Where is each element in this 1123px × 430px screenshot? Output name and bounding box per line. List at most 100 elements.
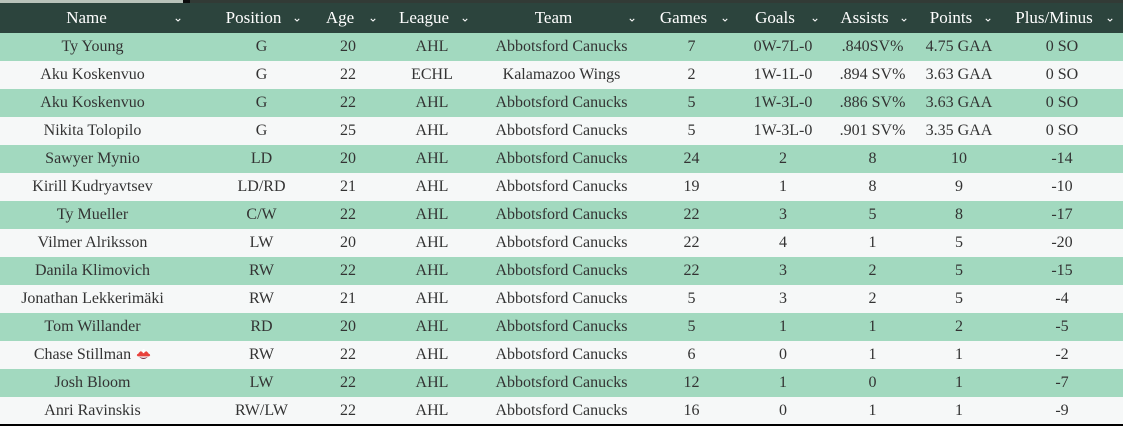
cell-text: AHL [415, 234, 449, 251]
chevron-down-icon[interactable]: ⌄ [898, 10, 909, 25]
column-header-league[interactable]: League ⌄ [386, 3, 478, 33]
cell-age: 25 [310, 117, 386, 145]
cell-text: C/W [246, 206, 277, 223]
cell-text: AHL [415, 122, 449, 139]
cell-team: Abbotsford Canucks [478, 285, 645, 313]
chevron-down-icon[interactable]: ⌄ [367, 10, 378, 25]
cell-plus-minus: -5 [1001, 313, 1123, 341]
cell-text: LD/RD [237, 178, 286, 195]
table-row: Josh Bloom LW 22 AHL Abbotsford Canucks 12 1 0 1… [0, 369, 1123, 397]
cell-text: -4 [1055, 290, 1069, 307]
cell-name: Tom Willander [0, 313, 213, 341]
cell-text: Tom Willander [44, 318, 141, 335]
table-row: Sawyer Mynio LD 20 AHL Abbotsford Canucks 24 2… [0, 145, 1123, 173]
column-header-assists[interactable]: Assists ⌄ [828, 3, 917, 33]
chevron-down-icon[interactable]: ⌄ [459, 10, 470, 25]
cell-points: 3.63 GAA [917, 61, 1001, 89]
cell-league: AHL [386, 285, 478, 313]
cell-team: Abbotsford Canucks [478, 397, 645, 426]
chevron-down-icon[interactable]: ⌄ [626, 10, 637, 25]
cell-points: 1 [917, 397, 1001, 426]
cell-team: Abbotsford Canucks [478, 341, 645, 369]
cell-text: LW [249, 234, 274, 251]
cell-goals: 1W-3L-0 [738, 117, 828, 145]
cell-text: RW/LW [234, 401, 289, 419]
column-header-position[interactable]: Position ⌄ [213, 3, 310, 33]
cell-position: LW [213, 229, 310, 257]
chevron-down-icon[interactable]: ⌄ [291, 10, 302, 25]
cell-text: Nikita Tolopilo [43, 122, 142, 139]
cell-age: 20 [310, 313, 386, 341]
column-header-label: Assists [840, 8, 889, 27]
column-header-team[interactable]: Team ⌄ [478, 3, 645, 33]
cell-age: 22 [310, 89, 386, 117]
column-header-plus-minus[interactable]: Plus/Minus ⌄ [1001, 3, 1123, 33]
cell-text: 0W-7L-0 [753, 38, 813, 55]
cell-text: 0 SO [1045, 66, 1079, 83]
cell-assists: 8 [828, 145, 917, 173]
cell-assists: 2 [828, 285, 917, 313]
cell-text: 0 SO [1045, 94, 1079, 111]
cell-goals: 4 [738, 229, 828, 257]
cell-plus-minus: 0 SO [1001, 61, 1123, 89]
table-row: Anri Ravinskis RW/LW 22 AHL Abbotsford Canuc… [0, 397, 1123, 426]
cell-games: 7 [645, 33, 738, 61]
cell-name: Chase Stillman [0, 341, 213, 369]
cell-text: G [255, 38, 268, 55]
cell-text: 3.35 GAA [925, 122, 993, 139]
cell-text: 1 [955, 374, 963, 391]
cell-goals: 1 [738, 313, 828, 341]
cell-text: 0 SO [1045, 38, 1079, 55]
column-header-label: Name [66, 8, 107, 27]
cell-text: Abbotsford Canucks [495, 290, 628, 307]
cell-text: AHL [415, 94, 449, 111]
cell-age: 22 [310, 341, 386, 369]
chevron-down-icon[interactable]: ⌄ [1104, 10, 1115, 25]
cell-age: 22 [310, 397, 386, 426]
cell-text: RD [250, 318, 273, 335]
cell-text: RW [249, 346, 274, 363]
cell-text: Abbotsford Canucks [495, 346, 628, 363]
cell-text: 1 [779, 178, 787, 195]
column-header-name[interactable]: Name ⌄ [0, 3, 213, 33]
chevron-down-icon[interactable]: ⌄ [172, 10, 183, 25]
cell-goals: 1 [738, 173, 828, 201]
cell-league: AHL [386, 369, 478, 397]
cell-text: 12 [683, 374, 700, 391]
table-row: Nikita Tolopilo G 25 AHL Abbotsford Canucks 5… [0, 117, 1123, 145]
cell-age: 21 [310, 173, 386, 201]
top-strip-left-segment [0, 0, 183, 3]
chevron-down-icon[interactable]: ⌄ [719, 10, 730, 25]
cell-text: Ty Young [61, 38, 124, 55]
cell-text: G [255, 122, 268, 139]
cell-text: 9 [955, 178, 963, 195]
cell-text: Josh Bloom [54, 374, 131, 391]
cell-text: 1W-1L-0 [753, 66, 813, 83]
column-header-age[interactable]: Age ⌄ [310, 3, 386, 33]
rescue-helmet-icon [136, 346, 151, 361]
cell-league: AHL [386, 341, 478, 369]
cell-league: AHL [386, 201, 478, 229]
chevron-down-icon[interactable]: ⌄ [809, 10, 820, 25]
column-header-games[interactable]: Games ⌄ [645, 3, 738, 33]
chevron-down-icon[interactable]: ⌄ [982, 10, 993, 25]
cell-plus-minus: -14 [1001, 145, 1123, 173]
cell-plus-minus: -9 [1001, 397, 1123, 426]
cell-text: AHL [415, 178, 449, 195]
cell-position: G [213, 117, 310, 145]
cell-text: Danila Klimovich [34, 262, 151, 279]
cell-text: 2 [779, 150, 787, 167]
column-header-points[interactable]: Points ⌄ [917, 3, 1001, 33]
cell-points: 4.75 GAA [917, 33, 1001, 61]
cell-text: Ty Mueller [56, 206, 129, 223]
cell-text: LD [250, 150, 273, 167]
cell-text: LW [249, 374, 274, 391]
column-header-goals[interactable]: Goals ⌄ [738, 3, 828, 33]
cell-games: 2 [645, 61, 738, 89]
cell-team: Abbotsford Canucks [478, 89, 645, 117]
table-row: Kirill Kudryavtsev LD/RD 21 AHL Abbotsford C… [0, 173, 1123, 201]
top-strip-right-segment [190, 0, 1123, 3]
cell-text: 20 [340, 38, 356, 55]
cell-text: Abbotsford Canucks [495, 374, 628, 391]
cell-text: 2 [868, 290, 877, 307]
